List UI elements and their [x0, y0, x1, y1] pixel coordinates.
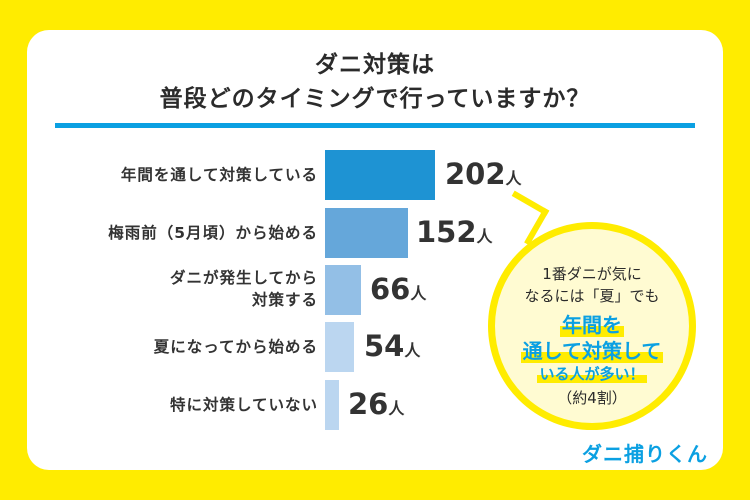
callout-line1: 1番ダニが気に: [542, 265, 642, 283]
callout-highlight3: いる人が多い！: [537, 365, 647, 383]
bar-row: 夏になってから始める 54人: [0, 322, 750, 372]
title-underline: [55, 123, 695, 128]
bar-row: 年間を通して対策している 202人: [0, 150, 750, 200]
callout-highlight1: 年間を: [560, 313, 624, 337]
bar-value: 26人: [348, 387, 405, 421]
bar-row: ダニが発生してから 対策する 66人: [0, 265, 750, 315]
bar-label-line2: 対策する: [251, 291, 318, 309]
bar-row: 特に対策していない 26人: [0, 380, 750, 430]
chart-title: ダニ対策は 普段どのタイミングで行っていますか？: [0, 48, 750, 116]
callout-highlight2: 通して対策して: [520, 339, 664, 363]
callout-line2: なるには「夏」でも: [524, 287, 660, 305]
bar-label-line1: ダニが発生してから: [169, 269, 318, 287]
bar-label: 梅雨前（5月頃）から始める: [108, 224, 318, 242]
bar: [325, 322, 354, 372]
bar: [325, 265, 361, 315]
callout-note: （約4割）: [557, 389, 627, 407]
bar-value: 152人: [416, 215, 493, 249]
brand-logo: ダニ捕りくん: [582, 442, 708, 466]
bar-value: 54人: [364, 329, 421, 363]
bar-label: ダニが発生してから 対策する: [170, 267, 318, 311]
title-line1: ダニ対策は: [315, 52, 435, 78]
bar: [325, 380, 339, 430]
bar-value: 202人: [445, 157, 522, 191]
bar-label: 特に対策していない: [169, 396, 318, 414]
title-line2: 普段どのタイミングで行っていますか？: [159, 86, 591, 112]
bar-label: 夏になってから始める: [153, 338, 318, 356]
bar-row: 梅雨前（5月頃）から始める 152人: [0, 208, 750, 258]
bar: [325, 150, 435, 200]
bar: [325, 208, 408, 258]
bar-label: 年間を通して対策している: [120, 166, 318, 184]
bar-value: 66人: [370, 272, 427, 306]
callout-bubble: 1番ダニが気に なるには「夏」でも 年間を 通して対策して いる人が多い！ （約…: [488, 222, 696, 430]
